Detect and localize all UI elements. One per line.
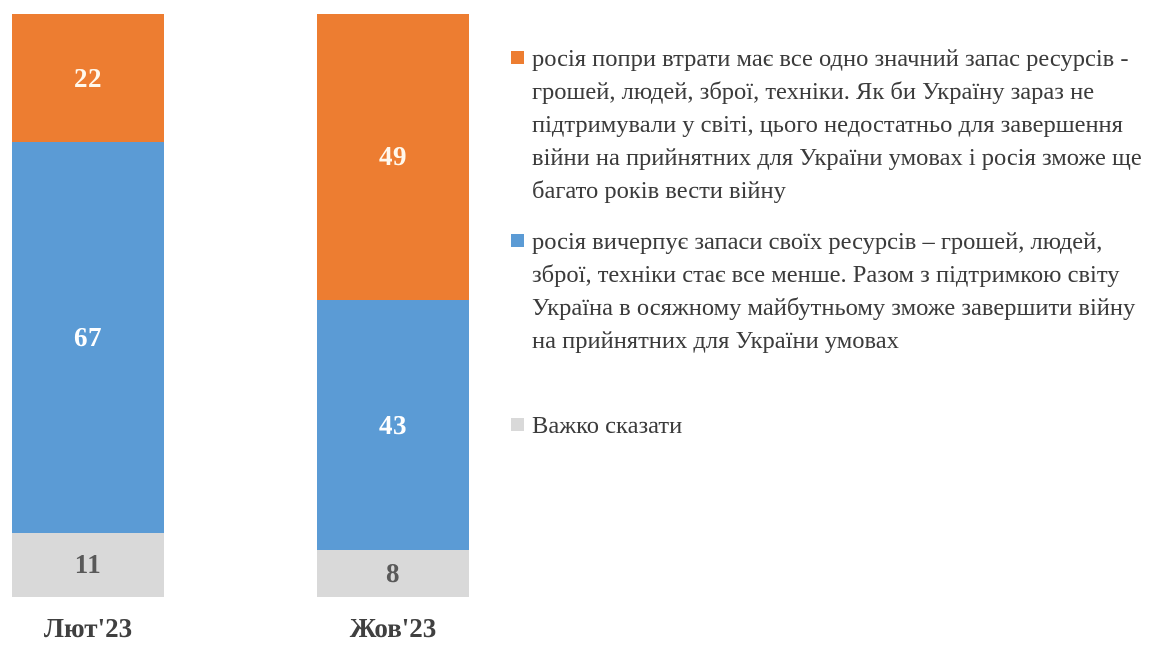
legend-label-orange: росія попри втрати має все одно значний … <box>532 45 1142 204</box>
legend-item-orange: росія попри втрати має все одно значний … <box>511 42 1159 207</box>
segment-value-label: 11 <box>74 549 102 580</box>
bar-group-feb23: 22 67 11 Лют'23 <box>12 14 164 644</box>
legend-item-gray: Важко сказати <box>511 409 1159 442</box>
bar-segment-blue: 67 <box>12 142 164 533</box>
legend-marker-gray-square-icon <box>511 418 524 431</box>
legend-marker-blue-square-icon <box>511 234 524 247</box>
segment-value-label: 43 <box>379 409 407 440</box>
legend-label-blue: росія вичерпує запаси своїх ресурсів – г… <box>532 228 1136 354</box>
bar-segment-gray: 8 <box>317 550 469 597</box>
segment-value-label: 49 <box>379 141 407 172</box>
bar-segment-orange: 22 <box>12 14 164 143</box>
bar-segment-orange: 49 <box>317 14 469 300</box>
category-label-oct23: Жов'23 <box>349 613 437 643</box>
stacked-bar-oct23: 49 43 8 <box>317 14 469 597</box>
legend-label-gray: Важко сказати <box>532 412 683 439</box>
segment-value-label: 22 <box>74 62 102 93</box>
category-label-feb23: Лют'23 <box>43 613 133 643</box>
legend: росія попри втрати має все одно значний … <box>511 42 1159 442</box>
bar-group-oct23: 49 43 8 Жов'23 <box>317 14 469 644</box>
bar-segment-gray: 11 <box>12 532 164 597</box>
stacked-bar-feb23: 22 67 11 <box>12 14 164 597</box>
legend-marker-orange-square-icon <box>511 51 524 64</box>
segment-value-label: 67 <box>74 322 102 353</box>
segment-value-label: 8 <box>386 558 400 589</box>
bar-segment-blue: 43 <box>317 299 469 551</box>
legend-item-blue: росія вичерпує запаси своїх ресурсів – г… <box>511 225 1159 357</box>
